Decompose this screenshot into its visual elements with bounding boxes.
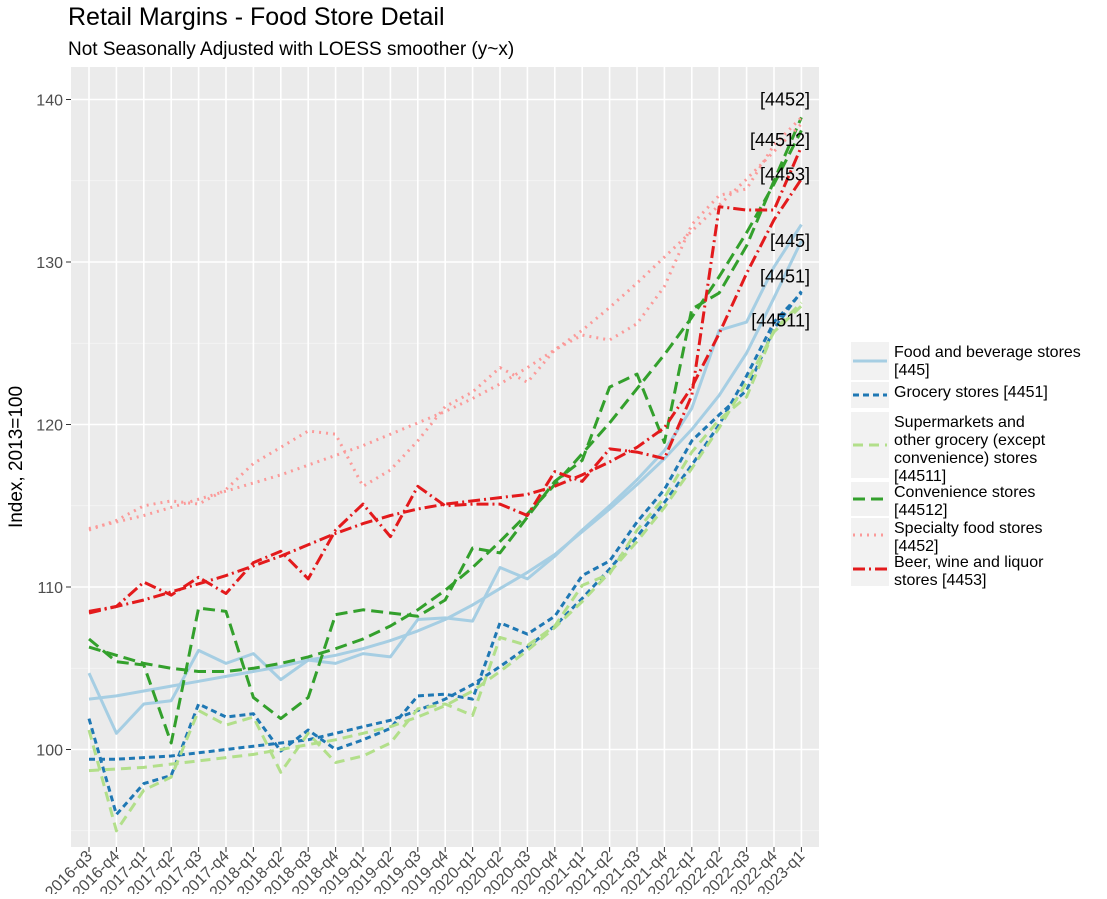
legend-label-line: [445] — [894, 362, 930, 379]
series-layer — [87, 116, 803, 833]
end-label-5: [4453] — [760, 164, 810, 184]
legend-label-2: Supermarkets and other grocery (except con… — [894, 414, 1046, 485]
series-line-2 — [87, 301, 803, 833]
y-tick-label: 140 — [36, 93, 63, 110]
end-label-2: [44511] — [751, 311, 810, 331]
legend-label-line: Beer, wine and liquor — [894, 554, 1044, 571]
y-tick-label: 130 — [36, 255, 63, 272]
series-line-5 — [88, 146, 803, 615]
legend-label-line: Grocery stores [4451] — [894, 384, 1048, 401]
legend: Food and beverage stores [445] Grocery sto… — [851, 342, 1081, 589]
end-label-1: [4451] — [760, 267, 810, 287]
legend-label-line: Specialty food stores — [894, 520, 1043, 537]
end-label-3: [44512] — [750, 130, 810, 150]
legend-label-5: Beer, wine and liquor stores [4453] — [894, 554, 1044, 589]
legend-label-line: Convenience stores — [894, 484, 1035, 501]
series-smooth-5 — [88, 178, 803, 613]
legend-key-bg-4 — [851, 518, 889, 552]
end-label-0: [445] — [770, 231, 810, 251]
y-tick-label: 120 — [36, 418, 63, 435]
legend-label-0: Food and beverage stores [445] — [894, 344, 1081, 379]
legend-label-3: Convenience stores [44512] — [894, 484, 1035, 519]
y-tick-label: 100 — [36, 743, 63, 760]
legend-label-line: Food and beverage stores — [894, 344, 1081, 361]
x-axis: 2016-q32016-q42017-q12017-q22017-q32017-… — [42, 847, 808, 899]
legend-label-line: [44512] — [894, 502, 947, 519]
series-smooth-0 — [88, 240, 803, 701]
grid-major — [71, 67, 819, 847]
series-smooth-2 — [88, 304, 803, 773]
series-smooth-3 — [88, 129, 803, 673]
legend-label-line: stores [4453] — [894, 572, 987, 589]
end-label-4: [4452] — [760, 90, 810, 110]
legend-label-line: [4452] — [894, 538, 938, 555]
legend-label-4: Specialty food stores [4452] — [894, 520, 1043, 555]
series-line-3 — [88, 116, 803, 745]
legend-label-line: convenience) stores — [894, 450, 1037, 467]
legend-label-line: [44511] — [894, 468, 946, 485]
y-axis: 100 110 120 130 140 — [36, 93, 71, 760]
series-smooth-1 — [89, 291, 803, 761]
legend-label-line: other grocery (except — [894, 432, 1046, 449]
chart-subtitle: Not Seasonally Adjusted with LOESS smoot… — [68, 39, 514, 60]
legend-label-1: Grocery stores [4451] — [894, 384, 1048, 401]
legend-label-line: Supermarkets and — [894, 414, 1025, 431]
end-labels: [445] [4451] [44511] [44512] [4452] [4453] — [750, 90, 810, 331]
y-tick-label: 110 — [37, 580, 63, 597]
y-axis-label: Index, 2013=100 — [6, 386, 27, 528]
chart-title: Retail Margins - Food Store Detail — [68, 3, 445, 31]
